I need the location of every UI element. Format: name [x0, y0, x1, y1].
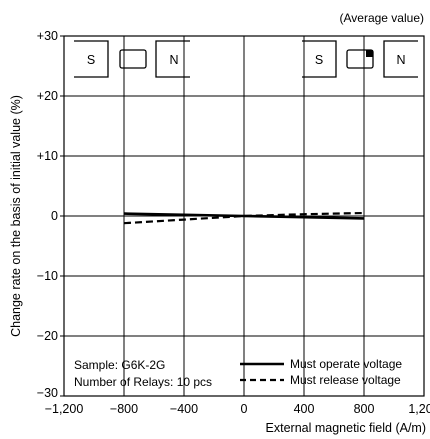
legend-label-operate: Must operate voltage [290, 357, 402, 371]
x-tick-label: 1,200 [408, 402, 430, 416]
series-line-operate [123, 212, 365, 220]
y-axis-label: Change rate on the basis of initial valu… [9, 95, 23, 337]
sample-note: Sample: G6K-2G [74, 358, 165, 372]
y-tick-label: 0 [51, 209, 58, 223]
y-tick-label: +20 [37, 89, 58, 103]
average-value-note: (Average value) [340, 11, 425, 25]
y-tick-label: −10 [37, 269, 58, 283]
axis-ticks: −1,200 −800 −400 0 400 800 1,200 +30 +20 +10 0 −10 −… [37, 29, 430, 416]
magnet-s-label-right: S [315, 53, 323, 67]
y-tick-label: +10 [37, 149, 58, 163]
magnet-n-label-right: N [396, 53, 405, 67]
magnet-n-pole-left [155, 40, 190, 78]
x-tick-label: 0 [241, 402, 248, 416]
x-tick-label: −1,200 [45, 402, 84, 416]
magnet-s-label-left: S [87, 53, 95, 67]
magnet-right-diagram: S N [302, 40, 418, 78]
relay-count-note: Number of Relays: 10 pcs [74, 375, 212, 389]
x-tick-label: −800 [110, 402, 138, 416]
magnet-n-pole-right [383, 40, 418, 78]
x-tick-label: 400 [294, 402, 315, 416]
y-tick-label: +30 [37, 29, 58, 43]
relay-body-left [119, 49, 147, 69]
x-axis-label: External magnetic field (A/m) [266, 421, 426, 435]
relay-body-right [346, 49, 374, 69]
relay-marker-right [366, 50, 373, 57]
magnet-n-label-left: N [169, 53, 178, 67]
magnet-left-diagram: S N [74, 40, 190, 78]
data-series [123, 211, 365, 225]
series-line-release [123, 211, 365, 225]
y-tick-label: −20 [37, 329, 58, 343]
magnet-s-pole-left [74, 40, 109, 78]
x-tick-label: 800 [354, 402, 375, 416]
x-tick-label: −400 [170, 402, 198, 416]
grid-lines [63, 35, 425, 397]
y-tick-label: −30 [37, 386, 58, 400]
legend: Must operate voltage Must release voltag… [240, 357, 402, 387]
magnet-s-pole-right [302, 40, 337, 78]
legend-label-release: Must release voltage [290, 373, 401, 387]
